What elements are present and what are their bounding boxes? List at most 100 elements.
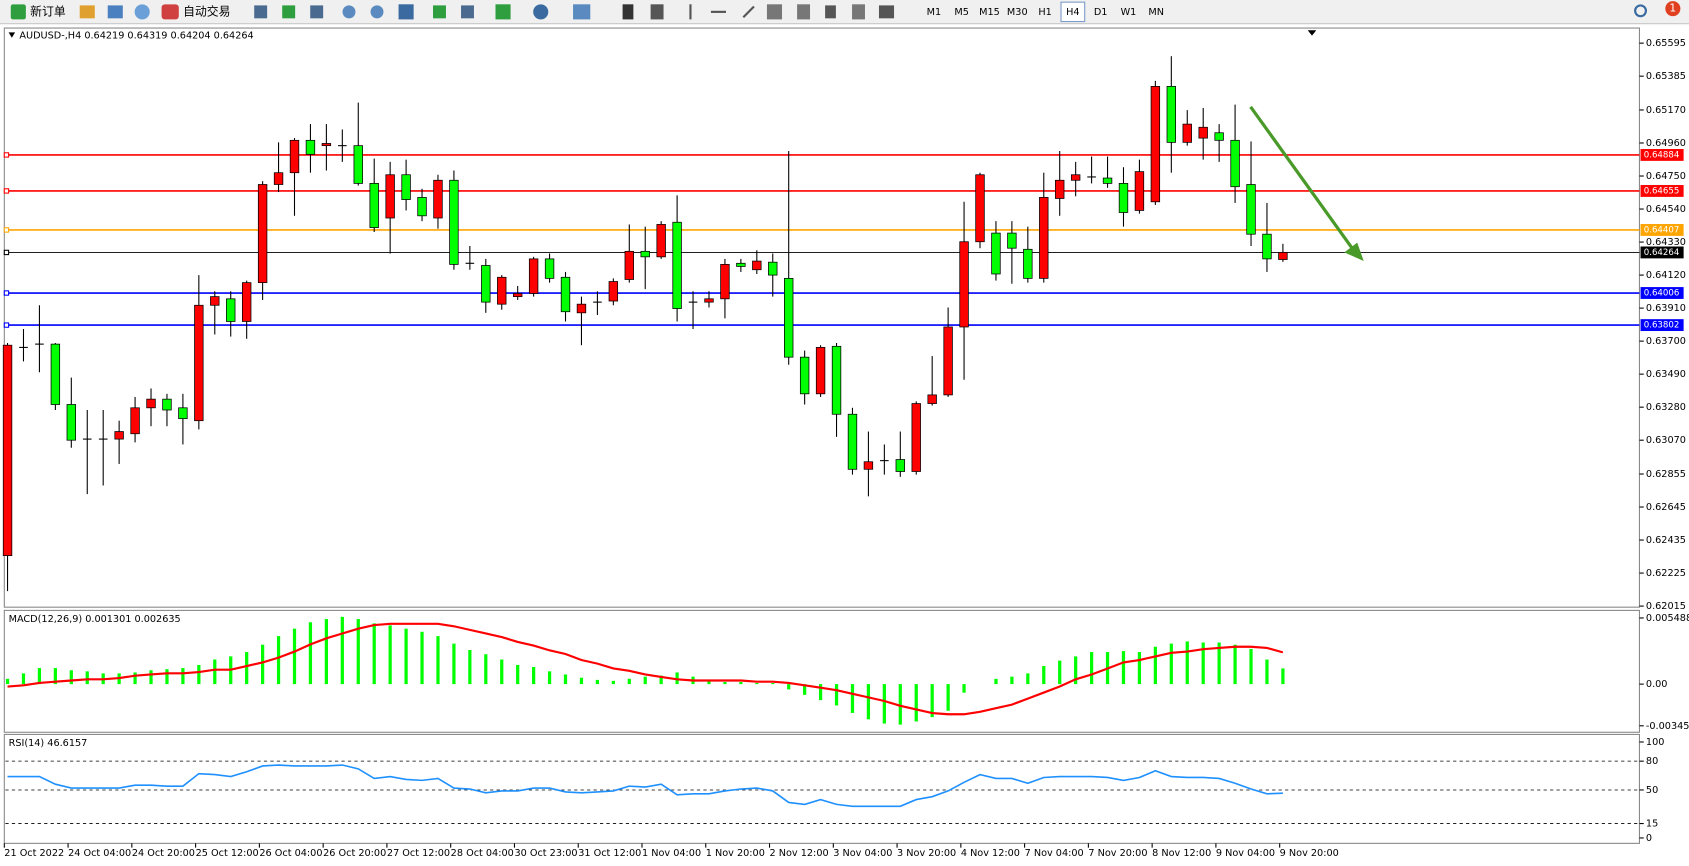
icon[interactable] — [825, 5, 836, 19]
y-tick-label: 80 — [1646, 756, 1658, 767]
candle-body — [656, 224, 666, 258]
macd-bar — [882, 684, 886, 724]
macd-bar — [532, 667, 536, 685]
timeframe-button[interactable]: D1 — [1094, 7, 1108, 18]
candle-body — [863, 461, 874, 470]
icon[interactable] — [282, 5, 296, 19]
icon[interactable] — [134, 4, 150, 20]
candle-body — [417, 197, 427, 217]
macd-bar — [420, 631, 424, 685]
candle-body — [449, 179, 459, 265]
timeframe-button[interactable]: M30 — [1007, 7, 1028, 18]
macd-bar — [181, 668, 185, 685]
timeframe-button[interactable]: H4 — [1066, 7, 1079, 18]
icon[interactable] — [433, 5, 446, 19]
icon[interactable] — [310, 5, 324, 19]
macd-bar — [276, 636, 281, 685]
candle-body — [815, 347, 826, 395]
x-tick-label: 31 Oct 12:00 — [578, 848, 641, 859]
x-tick-label: 25 Oct 12:00 — [196, 848, 259, 859]
candle-body — [1214, 132, 1224, 141]
y-tick-label: 0.63070 — [1646, 435, 1686, 446]
candle-body — [560, 276, 571, 313]
icon[interactable] — [461, 5, 474, 19]
x-tick-label: 2 Nov 12:00 — [770, 848, 829, 859]
macd-bar — [1185, 641, 1189, 685]
timeframe-button[interactable]: H1 — [1038, 7, 1051, 18]
icon[interactable] — [79, 5, 95, 19]
notification-badge[interactable] — [1665, 1, 1681, 17]
notification-count: 1 — [1669, 2, 1676, 15]
macd-bar — [149, 670, 153, 685]
icon[interactable] — [742, 5, 755, 18]
candle-body — [1102, 177, 1113, 184]
macd-bar — [69, 670, 73, 685]
candle-body — [433, 179, 443, 219]
icon[interactable] — [797, 4, 811, 20]
search-icon[interactable] — [1634, 4, 1647, 18]
macd-bar — [1249, 648, 1253, 685]
timeframe-button[interactable]: M1 — [927, 7, 942, 18]
candle-body — [959, 241, 969, 328]
icon[interactable] — [573, 4, 591, 20]
timeframe-button[interactable]: M5 — [954, 7, 969, 18]
macd-bar — [452, 643, 456, 685]
y-tick-label: 15 — [1646, 819, 1658, 830]
icon[interactable] — [254, 5, 268, 19]
y-tick-label: 0.65595 — [1646, 38, 1686, 49]
macd-title: MACD(12,26,9) 0.001301 0.002635 — [9, 614, 181, 625]
candle-body — [513, 293, 523, 298]
price-level-marker — [3, 188, 10, 194]
timeframe-button[interactable]: W1 — [1121, 7, 1137, 18]
icon[interactable] — [398, 4, 414, 20]
candle-body — [257, 184, 268, 284]
x-tick-label: 24 Oct 20:00 — [132, 848, 195, 859]
macd-bar — [356, 619, 360, 685]
timeframe-bar: M1 M5 M15 M30 H1 H4 D1 W1 MN — [927, 1, 1164, 23]
candle-body — [1023, 248, 1033, 279]
candle-body — [66, 404, 76, 441]
macd-bar — [787, 684, 791, 690]
y-tick-label: 0.62225 — [1646, 568, 1686, 579]
y-tick-label: 0.64540 — [1646, 204, 1686, 215]
price-level-marker — [3, 152, 10, 158]
timeframe-button[interactable]: M15 — [979, 7, 1000, 18]
timeframe-button[interactable]: MN — [1148, 7, 1164, 18]
icon[interactable] — [107, 5, 123, 19]
y-tick-label: 0 — [1646, 833, 1652, 844]
icon[interactable] — [689, 4, 692, 20]
y-tick-label: 0.63490 — [1646, 369, 1686, 380]
icon[interactable] — [878, 5, 895, 19]
candle-body — [2, 344, 13, 556]
icon[interactable] — [533, 4, 549, 20]
candle-body — [273, 172, 284, 185]
candle-body — [1150, 86, 1161, 203]
icon[interactable] — [370, 5, 384, 19]
icon[interactable] — [342, 5, 356, 19]
candle-body — [831, 345, 842, 415]
candle-body — [321, 143, 332, 147]
icon[interactable] — [622, 4, 634, 20]
new-order-icon[interactable] — [10, 4, 26, 20]
x-tick-label: 28 Oct 04:00 — [451, 848, 514, 859]
candle-body — [114, 431, 124, 440]
icon[interactable] — [650, 4, 664, 20]
icon[interactable] — [495, 4, 511, 20]
icon[interactable] — [766, 4, 783, 20]
auto-trading-button[interactable]: 自动交易 — [183, 4, 230, 18]
icon[interactable] — [852, 4, 865, 20]
icon[interactable] — [710, 10, 727, 13]
macd-bar — [962, 684, 966, 693]
x-tick-label: 3 Nov 04:00 — [833, 848, 892, 859]
candle-body — [911, 403, 921, 472]
new-order-button[interactable]: 新订单 — [30, 4, 66, 18]
x-tick-label: 27 Oct 12:00 — [387, 848, 450, 859]
arrow-shaft — [1249, 105, 1357, 254]
macd-bar — [388, 625, 392, 685]
macd-bar — [53, 668, 57, 685]
candle-body — [640, 250, 650, 258]
y-tick-label: 0.64750 — [1646, 171, 1686, 182]
price-level-tag — [1640, 319, 1684, 332]
macd-bar — [1217, 642, 1221, 685]
auto-trading-icon[interactable] — [161, 4, 179, 20]
